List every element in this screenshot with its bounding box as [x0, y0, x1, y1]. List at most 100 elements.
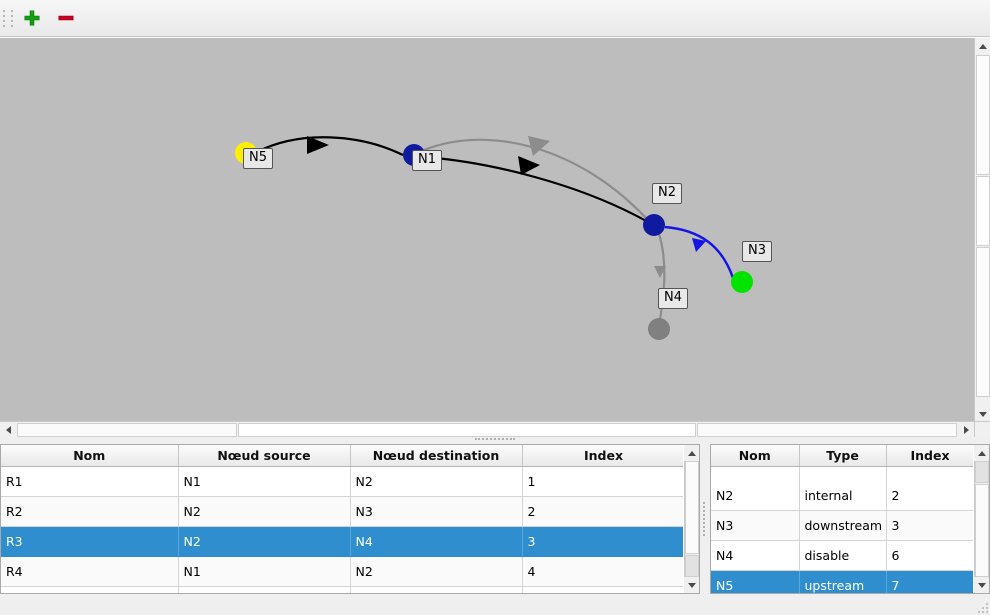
window-resize-grip[interactable]	[976, 601, 988, 613]
cell-source[interactable]: N2	[178, 526, 351, 557]
canvas-hscroll-track-left[interactable]	[17, 423, 237, 437]
cell-nom[interactable]: R1	[1, 466, 179, 497]
cell-destination[interactable]: N4	[350, 526, 523, 557]
cell-destination[interactable]: N2	[350, 556, 523, 587]
graph-node-n2[interactable]	[643, 214, 665, 236]
scroll-up-button[interactable]	[975, 38, 990, 54]
column-header-index[interactable]: Index	[522, 445, 683, 467]
cell-index[interactable]: 3	[886, 510, 973, 541]
cell-empty	[711, 466, 800, 481]
cell-source[interactable]: N1	[178, 556, 351, 587]
nodes-scroll-track[interactable]	[975, 484, 989, 577]
table-row[interactable]: N4 disable 6	[711, 540, 973, 571]
cell-index[interactable]: 2	[522, 496, 683, 527]
canvas-vertical-scrollbar[interactable]	[974, 38, 990, 422]
column-header-index[interactable]: Index	[886, 445, 973, 467]
scroll-left-button[interactable]	[0, 422, 16, 438]
scroll-up-button[interactable]	[684, 445, 699, 461]
cell-source[interactable]: N2	[178, 496, 351, 527]
edge-n1-n2-black[interactable]	[423, 155, 649, 223]
column-header-destination[interactable]: Nœud destination	[350, 445, 523, 467]
scroll-down-button[interactable]	[684, 577, 699, 593]
cell-nom[interactable]: N2	[711, 481, 800, 511]
table-row[interactable]: N3 downstream 3	[711, 510, 973, 541]
chevron-up-icon	[979, 43, 987, 49]
table-row[interactable]: N2 internal 2	[711, 481, 973, 511]
graph-node-label-n3[interactable]: N3	[742, 241, 772, 262]
vertical-splitter[interactable]	[700, 444, 710, 594]
routes-table-viewport: Nom Nœud source Nœud destination Index R…	[1, 445, 683, 593]
chevron-down-icon	[977, 582, 986, 588]
cell-nom[interactable]: N4	[711, 540, 800, 571]
tables-container: Nom Nœud source Nœud destination Index R…	[0, 444, 990, 594]
cell-index[interactable]: 7	[886, 570, 973, 593]
table-row[interactable]: R1 N1 N2 1	[1, 466, 683, 497]
table-row[interactable]: R2 N2 N3 2	[1, 496, 683, 527]
cell-index[interactable]: 1	[522, 466, 683, 497]
scroll-right-button[interactable]	[958, 422, 974, 438]
canvas-hscroll-track-right[interactable]	[697, 423, 957, 437]
table-row-empty	[1, 586, 683, 593]
routes-table-scrollbar[interactable]	[684, 445, 699, 593]
status-bar	[0, 594, 990, 615]
cell-type[interactable]: upstream	[799, 570, 887, 593]
column-header-nom[interactable]: Nom	[711, 445, 800, 467]
canvas-vscroll-track-lower[interactable]	[976, 247, 990, 397]
chevron-down-icon	[687, 582, 696, 588]
cell-type[interactable]: disable	[799, 540, 887, 571]
edge-n5-n1[interactable]	[256, 136, 404, 156]
scroll-up-button[interactable]	[974, 445, 989, 461]
cell-index[interactable]: 2	[886, 481, 973, 511]
cell-nom[interactable]: R3	[1, 526, 179, 557]
cell-empty	[178, 586, 351, 593]
scroll-down-button[interactable]	[974, 577, 989, 593]
graph-node-label-n4[interactable]: N4	[658, 288, 688, 309]
cell-nom[interactable]: N3	[711, 510, 800, 541]
nodes-table-pane: Nom Type Index N2 interna	[710, 444, 990, 594]
table-row-selected[interactable]: N5 upstream 7	[711, 570, 973, 593]
cell-destination[interactable]: N2	[350, 466, 523, 497]
canvas-hscroll-thumb[interactable]	[238, 423, 696, 437]
toolbar-drag-grip[interactable]	[3, 6, 13, 30]
canvas-horizontal-scrollbar[interactable]	[0, 421, 974, 438]
routes-scroll-track[interactable]	[685, 461, 699, 554]
edge-n1-n2-gray[interactable]	[423, 136, 647, 219]
edge-n2-n4[interactable]	[654, 233, 666, 327]
horizontal-splitter[interactable]	[0, 437, 990, 444]
graph-node-label-n2[interactable]: N2	[652, 183, 682, 204]
graph-node-n4[interactable]	[648, 318, 670, 340]
cell-destination[interactable]: N3	[350, 496, 523, 527]
cell-index[interactable]: 4	[522, 556, 683, 587]
column-header-source[interactable]: Nœud source	[178, 445, 351, 467]
routes-table-pane: Nom Nœud source Nœud destination Index R…	[0, 444, 700, 594]
remove-button[interactable]	[51, 3, 81, 33]
cell-nom[interactable]: R4	[1, 556, 179, 587]
routes-scroll-thumb[interactable]	[685, 555, 699, 577]
cell-type[interactable]: internal	[799, 481, 887, 511]
cell-index[interactable]: 6	[886, 540, 973, 571]
toolbar	[0, 0, 990, 37]
cell-source[interactable]: N1	[178, 466, 351, 497]
scroll-down-button[interactable]	[975, 406, 990, 422]
table-row-selected[interactable]: R3 N2 N4 3	[1, 526, 683, 557]
nodes-table-scrollbar[interactable]	[974, 445, 989, 593]
edge-n2-n3[interactable]	[664, 225, 735, 279]
chevron-down-icon	[979, 411, 987, 417]
graph-canvas[interactable]: N5 N1 N2 N3 N4	[0, 38, 974, 422]
cell-nom[interactable]: R2	[1, 496, 179, 527]
column-header-type[interactable]: Type	[799, 445, 887, 467]
canvas-vscroll-thumb-upper[interactable]	[976, 55, 990, 175]
canvas-vscroll-thumb[interactable]	[976, 176, 990, 246]
graph-node-label-n5[interactable]: N5	[243, 148, 273, 169]
nodes-scroll-thumb[interactable]	[975, 461, 989, 483]
cell-type[interactable]: downstream	[799, 510, 887, 541]
table-row[interactable]: R4 N1 N2 4	[1, 556, 683, 587]
graph-node-n3[interactable]	[731, 271, 753, 293]
cell-index[interactable]: 3	[522, 526, 683, 557]
add-button[interactable]	[17, 3, 47, 33]
cell-empty	[886, 466, 973, 481]
column-header-nom[interactable]: Nom	[1, 445, 179, 467]
cell-nom[interactable]: N5	[711, 570, 800, 593]
graph-node-label-n1[interactable]: N1	[412, 150, 442, 171]
